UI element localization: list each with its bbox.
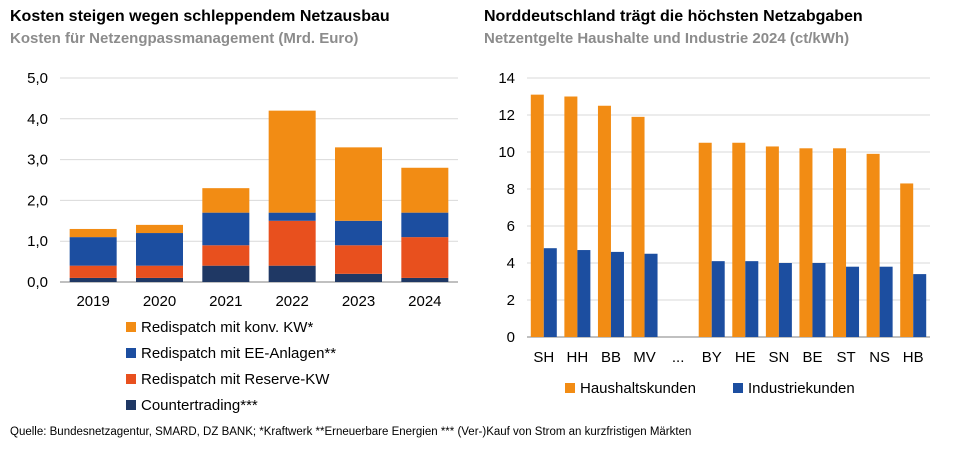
- right-bar: [644, 253, 658, 337]
- right-xtick-label: HH: [567, 349, 589, 366]
- right-bar: [913, 274, 927, 337]
- left-bar-segment: [268, 212, 316, 221]
- left-chart-title: Kosten steigen wegen schleppendem Netzau…: [10, 8, 390, 25]
- right-bar: [765, 146, 779, 337]
- left-legend-swatch: [126, 348, 136, 358]
- left-legend-swatch: [126, 322, 136, 332]
- left-bar-segment: [69, 237, 117, 266]
- right-xtick-label: ...: [672, 349, 685, 366]
- left-bar-segment: [335, 147, 382, 221]
- left-chart-subtitle: Kosten für Netzengpassmanagement (Mrd. E…: [10, 30, 359, 47]
- left-legend-label: Redispatch mit Reserve-KW: [141, 371, 330, 388]
- left-ytick-label: 0,0: [27, 274, 48, 291]
- right-legend-swatch: [565, 383, 575, 393]
- right-ytick-label: 8: [507, 181, 515, 198]
- right-xtick-label: SN: [768, 349, 789, 366]
- right-bar: [732, 142, 746, 337]
- right-bar: [597, 105, 611, 337]
- right-bar: [577, 250, 591, 337]
- right-xtick-label: HE: [735, 349, 756, 366]
- right-legend-label: Industriekunden: [748, 380, 855, 397]
- right-bar: [631, 116, 645, 337]
- left-bar-segment: [69, 228, 117, 238]
- right-xtick-label: MV: [633, 349, 656, 366]
- right-chart-subtitle: Netzentgelte Haushalte und Industrie 202…: [484, 30, 850, 47]
- left-bar-segment: [335, 220, 382, 246]
- right-ytick-label: 6: [507, 218, 515, 235]
- left-ytick-label: 5,0: [27, 70, 48, 87]
- left-bar-segment: [335, 273, 382, 282]
- right-bar: [812, 263, 826, 337]
- right-bar: [711, 261, 725, 337]
- right-chart-title: Norddeutschland trägt die höchsten Netza…: [484, 8, 863, 25]
- left-bar-segment: [202, 212, 250, 246]
- left-legend-label: Redispatch mit konv. KW*: [141, 319, 313, 336]
- left-bar-segment: [401, 167, 449, 213]
- left-bar-segment: [335, 245, 382, 274]
- left-bar-segment: [136, 265, 183, 278]
- right-bar: [866, 153, 880, 337]
- right-xtick-label: SH: [533, 349, 554, 366]
- left-bar-segment: [268, 220, 316, 266]
- left-bar-segment: [69, 277, 117, 282]
- right-bar: [610, 251, 624, 337]
- left-xtick-label: 2024: [408, 293, 441, 310]
- left-bar-segment: [136, 233, 183, 266]
- left-bar-segment: [202, 245, 250, 266]
- right-legend-label: Haushaltskunden: [580, 380, 696, 397]
- right-xtick-label: BE: [802, 349, 822, 366]
- right-bar: [778, 263, 792, 337]
- left-bar-segment: [268, 265, 316, 282]
- right-ytick-label: 2: [507, 292, 515, 309]
- left-bar-segment: [69, 265, 117, 278]
- right-bar: [698, 142, 712, 337]
- left-ytick-label: 3,0: [27, 152, 48, 169]
- right-ytick-label: 14: [498, 70, 515, 87]
- right-bar: [543, 248, 557, 337]
- left-xtick-label: 2022: [275, 293, 308, 310]
- left-bar-segment: [401, 277, 449, 282]
- left-legend-swatch: [126, 374, 136, 384]
- source-note: Quelle: Bundesnetzagentur, SMARD, DZ BAN…: [10, 426, 692, 438]
- right-bar: [900, 183, 914, 337]
- left-bar-segment: [401, 237, 449, 278]
- right-ytick-label: 10: [498, 144, 515, 161]
- right-xtick-label: BB: [601, 349, 621, 366]
- right-xtick-label: ST: [836, 349, 855, 366]
- right-bar: [799, 148, 813, 337]
- left-legend-swatch: [126, 400, 136, 410]
- right-bar: [879, 266, 893, 337]
- left-ytick-label: 1,0: [27, 233, 48, 250]
- left-legend-label: Redispatch mit EE-Anlagen**: [141, 345, 336, 362]
- left-bar-segment: [401, 212, 449, 238]
- left-bar-segment: [202, 265, 250, 282]
- left-bar-segment: [202, 188, 250, 213]
- left-legend-label: Countertrading***: [141, 397, 258, 414]
- left-ytick-label: 2,0: [27, 192, 48, 209]
- left-bar-segment: [136, 277, 183, 282]
- left-ytick-label: 4,0: [27, 111, 48, 128]
- left-xtick-label: 2019: [76, 293, 109, 310]
- right-bar: [564, 96, 578, 337]
- right-xtick-label: BY: [702, 349, 722, 366]
- right-xtick-label: HB: [903, 349, 924, 366]
- left-bar-segment: [136, 224, 183, 234]
- right-bar: [530, 94, 544, 338]
- right-xtick-label: NS: [869, 349, 890, 366]
- right-bar: [745, 261, 759, 337]
- left-xtick-label: 2021: [209, 293, 242, 310]
- right-bar: [846, 266, 860, 337]
- right-ytick-label: 12: [498, 107, 515, 124]
- left-bar-segment: [268, 110, 316, 213]
- left-xtick-label: 2023: [342, 293, 375, 310]
- right-ytick-label: 0: [507, 329, 515, 346]
- left-xtick-label: 2020: [143, 293, 176, 310]
- right-ytick-label: 4: [507, 255, 515, 272]
- right-bar: [833, 148, 847, 337]
- right-legend-swatch: [733, 383, 743, 393]
